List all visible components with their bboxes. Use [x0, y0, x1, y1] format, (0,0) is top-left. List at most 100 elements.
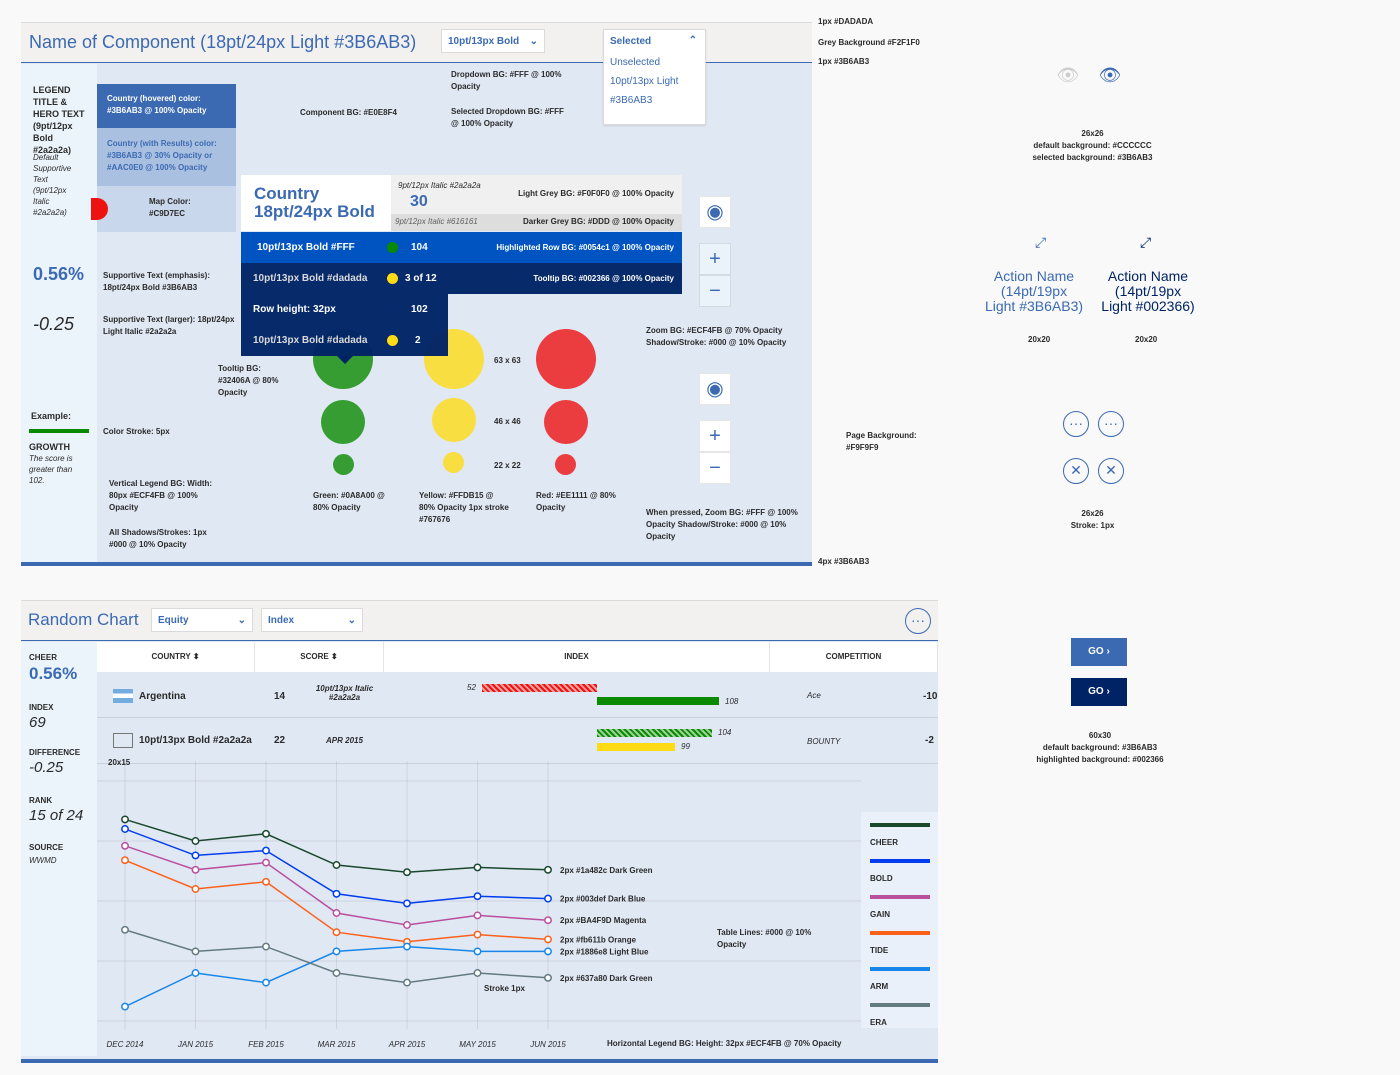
example-label: Example: — [31, 411, 72, 421]
close-icon[interactable]: ✕ — [1063, 458, 1089, 484]
competition-value: -2 — [925, 735, 934, 746]
index-value-b: 99 — [681, 742, 690, 751]
data-point — [332, 861, 341, 869]
random-chart-header: Random Chart Equity ⌄ Index ⌄ ··· — [21, 601, 938, 641]
column-score[interactable]: SCORE ⬍ — [255, 642, 384, 672]
legend-swatch — [870, 859, 930, 863]
bubble-red-large[interactable] — [536, 329, 596, 389]
dropdown-option[interactable]: 10pt/13px Light — [610, 76, 679, 87]
go-button-highlighted[interactable]: GO › — [1071, 678, 1127, 706]
data-point — [473, 969, 482, 977]
zoom-out-button[interactable]: − — [699, 275, 731, 307]
data-point — [262, 978, 270, 987]
border-note: 1px #DADADA — [818, 17, 874, 26]
go-highlight-note: highlighted background: #002366 — [1036, 755, 1164, 764]
table-row[interactable]: 10pt/13px Bold #2a2a2a 22 APR 2015 104 9… — [97, 718, 938, 764]
index-label: INDEX — [29, 703, 54, 712]
red-marker — [91, 198, 108, 220]
go-button-default[interactable]: GO › — [1071, 638, 1127, 666]
series-label: 2px #003def Dark Blue — [560, 895, 646, 904]
open-dropdown[interactable]: Selected ⌃ Unselected 10pt/13px Light #3B6… — [603, 29, 706, 125]
more-icon[interactable]: ··· — [1063, 411, 1089, 437]
bubble-yellow-small[interactable] — [443, 452, 464, 473]
dropdown-option[interactable]: #3B6AB3 — [610, 95, 653, 106]
selected-dropdown-bg-note: Selected Dropdown BG: #FFF @ 100% Opacit… — [451, 107, 564, 128]
growth-title: GROWTH — [29, 442, 70, 452]
bubble-green-small[interactable] — [333, 454, 354, 475]
yellow-note: Yellow: #FFDB15 @ 80% Opacity 1px stroke… — [419, 491, 509, 524]
data-point — [262, 877, 270, 886]
globe-icon: ◉ — [706, 201, 724, 223]
competition-cell: Ace — [807, 691, 821, 700]
tooltip-row[interactable]: Row height: 32px 102 — [241, 294, 448, 325]
expand-icon-dark[interactable]: ⤢ — [1140, 234, 1152, 250]
action-name-light[interactable]: Action Name (14pt/19px Light #3B6AB3) — [984, 268, 1084, 314]
more-icon-alt[interactable]: ··· — [1098, 411, 1124, 437]
source-label: SOURCE — [29, 843, 64, 852]
component-dropdown[interactable]: 10pt/13px Bold ⌄ — [441, 29, 545, 53]
tooltip-row-highlighted[interactable]: 10pt/13px Bold #FFF 104 Highlighted Row … — [241, 232, 682, 263]
eye-icon-selected[interactable]: 👁 — [1098, 65, 1122, 85]
eye-selected-note: selected background: #3B6AB3 — [1032, 153, 1153, 162]
index-select[interactable]: Index ⌄ — [261, 608, 363, 632]
globe-button[interactable]: ◉ — [699, 196, 731, 228]
bubble-red-small[interactable] — [555, 454, 576, 475]
tooltip-row[interactable]: 10pt/13px Bold #dadada 3 of 12 Tooltip B… — [241, 263, 682, 294]
country-with-results[interactable]: Country (with Results) color: #3B6AB3 @ … — [97, 128, 236, 186]
legend-item[interactable]: TIDE — [870, 931, 930, 955]
column-index[interactable]: INDEX — [384, 642, 770, 672]
legend-label: ARM — [870, 982, 889, 991]
bubble-red-medium[interactable] — [544, 400, 588, 444]
data-point — [121, 1002, 129, 1011]
expand-icon[interactable]: ⤢ — [1035, 234, 1047, 250]
hero-value: 0.56% — [33, 264, 85, 284]
chevron-down-icon: ⌄ — [347, 615, 356, 626]
tooltip-row[interactable]: 10pt/13px Bold #dadada 2 — [241, 325, 448, 356]
column-label: INDEX — [564, 652, 589, 661]
data-point — [332, 889, 341, 898]
column-label: SCORE — [300, 652, 329, 661]
chart-bottom-line — [21, 1059, 938, 1063]
legend-swatch — [870, 895, 930, 899]
action-name-dark[interactable]: Action Name (14pt/19px Light #002366) — [1101, 268, 1195, 314]
more-options-icon[interactable]: ··· — [905, 608, 931, 634]
when-pressed-note: When pressed, Zoom BG: #FFF @ 100% Opaci… — [646, 508, 798, 541]
growth-text: The score is greater than 102. — [29, 454, 73, 485]
close-icon-alt[interactable]: ✕ — [1098, 458, 1124, 484]
supportive-larger-note: Supportive Text (larger): 18pt/24px Ligh… — [103, 315, 235, 336]
bubble-green-medium[interactable] — [321, 400, 365, 444]
table-row[interactable]: Argentina 14 10pt/13px Italic #2a2a2a 52… — [97, 672, 938, 718]
tooltip-row-label: 10pt/13px Bold #dadada — [253, 273, 368, 284]
legend-item[interactable]: ARM — [870, 967, 930, 991]
bubble-yellow-medium[interactable] — [432, 398, 476, 442]
index-value: 69 — [29, 714, 46, 731]
series-label: 2px #fb611b Orange — [560, 935, 637, 944]
equity-select[interactable]: Equity ⌄ — [151, 608, 253, 632]
zoom-in-button[interactable]: + — [699, 243, 731, 275]
column-competition[interactable]: COMPETITION — [770, 642, 938, 672]
dropdown-option[interactable]: Unselected — [610, 57, 661, 68]
tooltip-country: Country — [254, 184, 320, 203]
legend-swatch — [870, 823, 930, 827]
data-point — [544, 894, 552, 903]
country-hovered[interactable]: Country (hovered) color: #3B6AB3 @ 100% … — [97, 84, 236, 128]
legend-item[interactable]: BOLD — [870, 859, 930, 883]
legend-item[interactable]: CHEER — [870, 823, 930, 847]
zoom-in-button-pressed[interactable]: + — [699, 420, 731, 452]
equity-select-label: Equity — [158, 615, 189, 626]
supportive-emphasis-note: Supportive Text (emphasis): 18pt/24px Bo… — [103, 271, 210, 292]
legend-item[interactable]: ERA — [870, 1003, 930, 1027]
column-country[interactable]: COUNTRY ⬍ — [97, 642, 255, 672]
series-label: 2px #637a80 Dark Green — [560, 974, 653, 983]
hero-value-2: -0.25 — [33, 314, 75, 334]
globe-button-pressed[interactable]: ◉ — [699, 373, 731, 405]
data-point — [544, 947, 552, 956]
bottom-line-note: 4px #3B6AB3 — [818, 557, 870, 566]
data-point — [473, 892, 482, 901]
sort-icon: ⬍ — [192, 652, 200, 661]
dropdown-selected[interactable]: Selected ⌃ — [604, 30, 705, 53]
legend-item[interactable]: GAIN — [870, 895, 930, 919]
legend-label: BOLD — [870, 874, 893, 883]
zoom-out-button-pressed[interactable]: − — [699, 452, 731, 484]
eye-icon-default[interactable]: 👁 — [1056, 65, 1080, 85]
